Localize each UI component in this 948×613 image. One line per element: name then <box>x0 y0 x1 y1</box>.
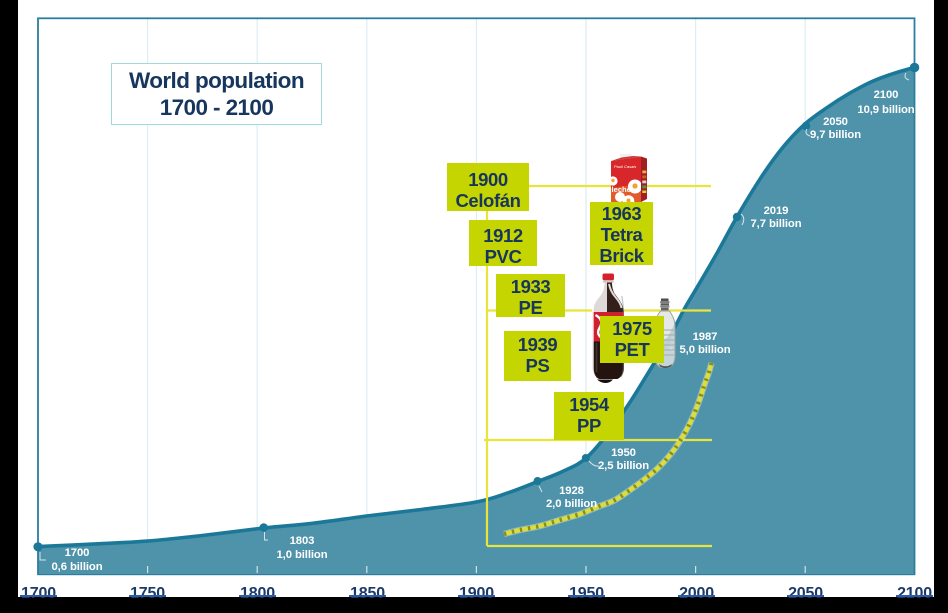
svg-text:leche: leche <box>612 185 631 194</box>
svg-text:Pauli Casais: Pauli Casais <box>614 164 636 169</box>
